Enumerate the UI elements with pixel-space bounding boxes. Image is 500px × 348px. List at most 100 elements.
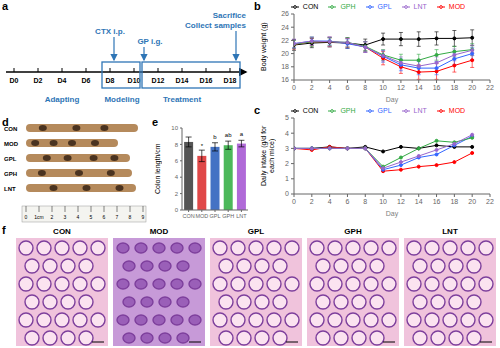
svg-text:GPH: GPH bbox=[8, 171, 17, 177]
svg-text:0: 0 bbox=[175, 207, 179, 213]
svg-text:7: 7 bbox=[116, 214, 119, 220]
svg-text:10: 10 bbox=[171, 125, 178, 131]
svg-text:D0: D0 bbox=[10, 77, 19, 84]
svg-text:D4: D4 bbox=[58, 77, 67, 84]
svg-text:6: 6 bbox=[175, 158, 179, 164]
svg-text:1: 1 bbox=[285, 175, 289, 182]
svg-text:Treatment: Treatment bbox=[163, 95, 202, 104]
svg-text:0: 0 bbox=[25, 214, 28, 220]
svg-text:22: 22 bbox=[486, 84, 492, 91]
svg-text:GPL: GPL bbox=[209, 213, 220, 219]
svg-text:8: 8 bbox=[363, 198, 367, 205]
svg-text:LNT: LNT bbox=[8, 186, 16, 192]
html-text:b: b bbox=[254, 0, 261, 12]
svg-text:2: 2 bbox=[310, 198, 314, 205]
svg-text:D12: D12 bbox=[152, 77, 165, 84]
svg-text:GP i.g.: GP i.g. bbox=[137, 37, 162, 46]
svg-text:MOD: MOD bbox=[195, 213, 208, 219]
svg-text:18: 18 bbox=[281, 63, 289, 70]
html-text:GPH: GPH bbox=[340, 3, 356, 10]
svg-text:8: 8 bbox=[363, 84, 367, 91]
svg-text:20: 20 bbox=[468, 198, 476, 205]
svg-text:CON: CON bbox=[182, 213, 194, 219]
svg-text:4: 4 bbox=[328, 84, 332, 91]
html-text:Daily intake (g/d for each mic: Daily intake (g/d for each mice) bbox=[260, 125, 275, 187]
svg-text:D16: D16 bbox=[200, 77, 213, 84]
svg-text:18: 18 bbox=[450, 198, 458, 205]
svg-text:Day: Day bbox=[386, 96, 399, 104]
svg-text:CON: CON bbox=[8, 126, 17, 132]
svg-text:22: 22 bbox=[486, 198, 492, 205]
svg-text:14: 14 bbox=[415, 84, 423, 91]
svg-text:D18: D18 bbox=[224, 77, 237, 84]
html-text:c: c bbox=[254, 104, 261, 116]
svg-text:22: 22 bbox=[281, 37, 289, 44]
svg-text:4: 4 bbox=[77, 214, 80, 220]
svg-text:16: 16 bbox=[433, 198, 441, 205]
svg-text:*: * bbox=[201, 143, 204, 149]
svg-text:12: 12 bbox=[397, 84, 405, 91]
svg-text:16: 16 bbox=[433, 84, 441, 91]
svg-text:D2: D2 bbox=[34, 77, 43, 84]
svg-text:b: b bbox=[213, 134, 217, 140]
svg-text:a: a bbox=[240, 131, 244, 137]
svg-text:1cm: 1cm bbox=[34, 214, 43, 220]
svg-text:GPL: GPL bbox=[248, 227, 265, 236]
svg-text:12: 12 bbox=[397, 198, 405, 205]
svg-text:4: 4 bbox=[175, 174, 179, 180]
svg-text:0: 0 bbox=[292, 198, 296, 205]
svg-text:5: 5 bbox=[90, 214, 93, 220]
svg-text:10: 10 bbox=[379, 84, 387, 91]
svg-text:20: 20 bbox=[281, 50, 289, 57]
svg-text:4: 4 bbox=[328, 198, 332, 205]
svg-text:14: 14 bbox=[415, 198, 423, 205]
svg-text:2: 2 bbox=[175, 191, 179, 197]
svg-text:LNT: LNT bbox=[442, 227, 458, 236]
svg-text:D8: D8 bbox=[106, 77, 115, 84]
svg-text:MOD: MOD bbox=[150, 227, 169, 236]
svg-text:20: 20 bbox=[468, 84, 476, 91]
svg-text:5: 5 bbox=[285, 114, 289, 121]
svg-text:8: 8 bbox=[175, 142, 179, 148]
svg-text:8: 8 bbox=[129, 214, 132, 220]
svg-text:2: 2 bbox=[285, 160, 289, 167]
html-text:a: a bbox=[2, 0, 9, 12]
html-text:LNT: LNT bbox=[413, 3, 427, 10]
svg-text:Sacrifice: Sacrifice bbox=[213, 11, 247, 20]
svg-text:D14: D14 bbox=[176, 77, 189, 84]
svg-text:0: 0 bbox=[292, 84, 296, 91]
svg-text:LNT: LNT bbox=[236, 213, 247, 219]
svg-text:CON: CON bbox=[53, 227, 71, 236]
svg-text:0: 0 bbox=[285, 190, 289, 197]
svg-text:Collect samples: Collect samples bbox=[185, 21, 246, 30]
svg-text:6: 6 bbox=[346, 84, 350, 91]
svg-text:24: 24 bbox=[281, 24, 289, 31]
svg-text:Day: Day bbox=[386, 210, 399, 218]
svg-text:18: 18 bbox=[450, 84, 458, 91]
svg-text:2: 2 bbox=[310, 84, 314, 91]
svg-text:GPH: GPH bbox=[344, 227, 362, 236]
svg-text:9: 9 bbox=[142, 214, 145, 220]
svg-text:4: 4 bbox=[285, 130, 289, 137]
svg-text:Modeling: Modeling bbox=[104, 95, 139, 104]
svg-text:26: 26 bbox=[281, 10, 289, 17]
html-text:GPL: GPL bbox=[377, 3, 392, 10]
svg-text:6: 6 bbox=[346, 198, 350, 205]
svg-text:10: 10 bbox=[379, 198, 387, 205]
svg-text:GPH: GPH bbox=[222, 213, 234, 219]
html-text:CON: CON bbox=[302, 3, 319, 10]
html-text:MOD: MOD bbox=[448, 3, 466, 10]
svg-text:3: 3 bbox=[64, 214, 67, 220]
svg-text:2: 2 bbox=[51, 214, 54, 220]
svg-text:Adapting: Adapting bbox=[45, 95, 80, 104]
svg-text:ab: ab bbox=[225, 132, 232, 138]
svg-text:6: 6 bbox=[103, 214, 106, 220]
svg-text:GPL: GPL bbox=[8, 156, 17, 162]
svg-text:D10: D10 bbox=[128, 77, 141, 84]
html-text:Body weight (g): Body weight (g) bbox=[260, 22, 267, 72]
svg-text:D6: D6 bbox=[82, 77, 91, 84]
svg-text:3: 3 bbox=[285, 145, 289, 152]
svg-text:MOD: MOD bbox=[8, 141, 19, 147]
svg-text:16: 16 bbox=[281, 76, 289, 83]
svg-text:CTX i.p.: CTX i.p. bbox=[95, 27, 125, 36]
